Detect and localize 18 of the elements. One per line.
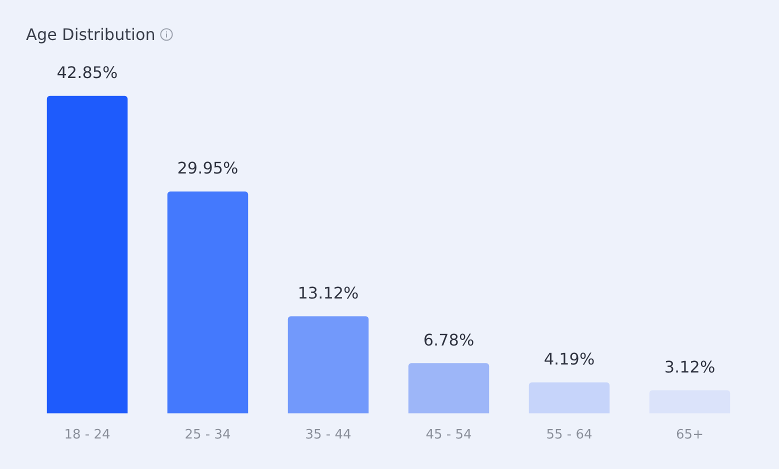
x-tick-label: 25 - 34 <box>184 428 231 443</box>
data-label: 4.19% <box>544 350 595 369</box>
data-label: 6.78% <box>423 330 474 350</box>
data-label: 29.95% <box>177 158 238 178</box>
data-label: 3.12% <box>664 357 716 376</box>
data-label: 42.85% <box>56 63 118 82</box>
bar <box>288 316 369 414</box>
data-label: 13.12% <box>298 283 359 302</box>
bar <box>408 363 490 414</box>
x-tick-label: 45 - 54 <box>426 428 472 443</box>
x-tick-label: 65+ <box>676 428 704 443</box>
chart-title: Age Distribution <box>26 25 156 44</box>
bar <box>46 96 128 414</box>
x-tick-label: 35 - 44 <box>305 428 352 443</box>
x-tick-label: 55 - 64 <box>546 428 592 443</box>
x-tick-label: 18 - 24 <box>64 428 110 443</box>
bar <box>167 192 248 414</box>
bar <box>528 382 610 414</box>
